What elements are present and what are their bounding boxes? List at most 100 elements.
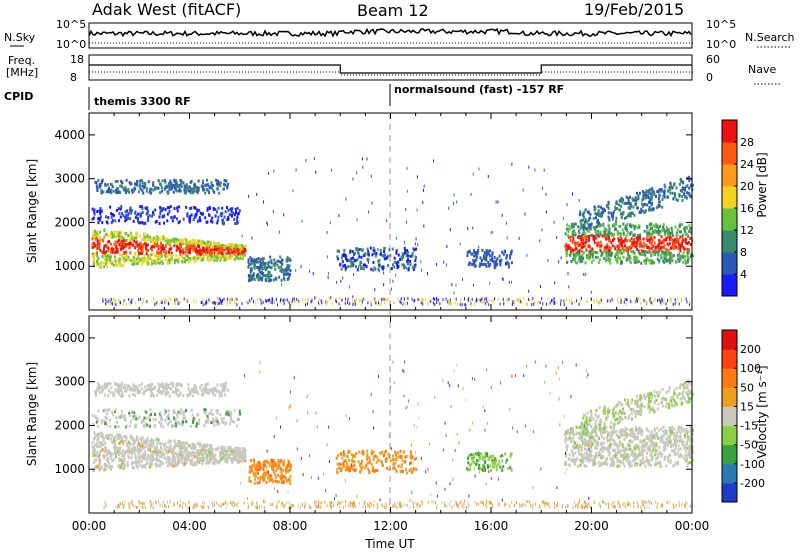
echo-cell xyxy=(163,250,165,254)
echo-cell xyxy=(213,252,216,256)
echo-cell xyxy=(178,205,181,209)
echo-cell xyxy=(685,297,687,301)
echo-cell xyxy=(236,424,238,428)
echo-cell xyxy=(160,455,163,459)
echo-cell xyxy=(145,300,147,304)
echo-cell xyxy=(215,389,217,393)
echo-cell xyxy=(227,388,229,392)
echo-cell xyxy=(228,213,231,217)
echo-cell xyxy=(663,230,666,234)
echo-cell xyxy=(484,301,486,305)
echo-cell xyxy=(121,462,124,466)
echo-cell xyxy=(288,301,290,304)
echo-cell xyxy=(258,275,260,279)
echo-cell xyxy=(145,212,148,216)
echo-cell xyxy=(111,219,114,223)
echo-cell xyxy=(101,432,104,436)
echo-cell xyxy=(150,253,153,257)
echo-cell xyxy=(144,182,147,186)
echo-cell xyxy=(201,462,204,466)
echo-cell xyxy=(122,187,125,191)
echo-cell xyxy=(100,419,103,423)
echo-cell xyxy=(171,448,174,452)
echo-cell xyxy=(131,301,133,304)
echo-cell xyxy=(189,215,192,218)
echo-cell xyxy=(139,182,142,186)
echo-cell xyxy=(505,256,508,260)
echo-cell xyxy=(640,261,643,265)
echo-cell xyxy=(143,457,146,461)
echo-cell xyxy=(113,445,116,449)
echo-cell xyxy=(470,302,472,305)
echo-cell xyxy=(193,186,196,190)
echo-cell xyxy=(128,388,131,391)
echo-cell xyxy=(157,186,160,190)
echo-cell xyxy=(286,272,289,276)
echo-cell xyxy=(94,390,96,394)
echo-cell xyxy=(210,251,213,255)
echo-cell xyxy=(98,238,101,242)
echo-cell xyxy=(192,190,195,194)
echo-cell xyxy=(106,183,109,187)
echo-cell xyxy=(499,302,501,306)
echo-cell xyxy=(177,410,180,414)
echo-cell xyxy=(644,258,647,262)
echo-cell xyxy=(659,224,662,228)
echo-cell xyxy=(119,383,122,387)
echo-cell xyxy=(138,234,141,238)
echo-cell xyxy=(630,244,633,248)
echo-cell xyxy=(106,265,109,269)
echo-cell xyxy=(143,185,146,189)
echo-cell xyxy=(288,273,291,276)
echo-cell xyxy=(638,244,641,248)
echo-cell xyxy=(169,439,172,443)
echo-cell xyxy=(180,422,183,426)
echo-cell xyxy=(503,249,506,253)
echo-cell xyxy=(238,209,241,213)
echo-cell xyxy=(683,192,686,196)
echo-cell xyxy=(660,301,662,305)
echo-cell xyxy=(230,459,233,463)
echo-cell xyxy=(132,415,135,419)
echo-cell xyxy=(161,417,164,421)
nsky-trace xyxy=(88,27,693,44)
echo-cell xyxy=(321,301,323,305)
echo-cell xyxy=(179,244,181,248)
echo-cell xyxy=(582,256,585,260)
echo-cell xyxy=(103,228,106,232)
echo-cell xyxy=(113,234,116,238)
echo-cell xyxy=(646,246,649,250)
echo-cell xyxy=(412,247,415,251)
echo-cell xyxy=(141,181,144,185)
echo-cell xyxy=(150,462,153,466)
echo-cell xyxy=(114,230,117,234)
echo-cell xyxy=(630,250,633,254)
echo-cell xyxy=(110,250,113,254)
echo-cell xyxy=(586,226,589,230)
echo-cell xyxy=(349,264,352,268)
echo-cell xyxy=(217,446,220,450)
echo-cell xyxy=(218,301,220,305)
echo-cell xyxy=(665,236,668,240)
echo-cell xyxy=(184,445,187,449)
echo-cell xyxy=(194,206,197,210)
echo-cell xyxy=(177,441,180,444)
echo-cell xyxy=(247,260,250,264)
echo-cell xyxy=(118,243,121,247)
echo-cell xyxy=(142,300,144,304)
echo-cell xyxy=(110,464,113,468)
echo-cell xyxy=(195,451,198,455)
echo-cell xyxy=(155,186,158,190)
echo-cell xyxy=(295,269,297,272)
echo-cell xyxy=(545,210,547,214)
echo-cell xyxy=(180,249,183,253)
echo-cell xyxy=(121,244,124,248)
echo-cell xyxy=(137,455,140,459)
echo-cell xyxy=(203,249,206,253)
echo-cell xyxy=(233,257,236,261)
echo-cell xyxy=(661,240,664,244)
echo-cell xyxy=(193,260,196,263)
echo-cell xyxy=(354,302,356,306)
echo-cell xyxy=(221,449,223,453)
